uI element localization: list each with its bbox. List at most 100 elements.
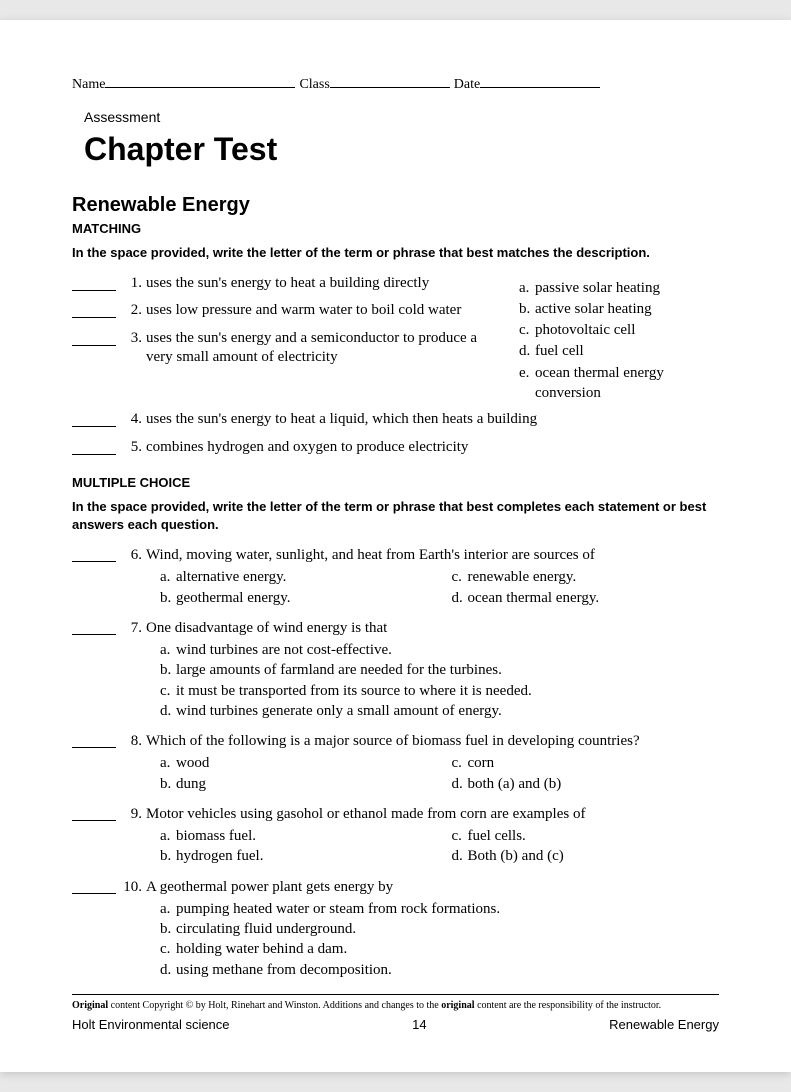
answer-blank[interactable] bbox=[72, 304, 116, 318]
matching-instructions: In the space provided, write the letter … bbox=[72, 244, 719, 262]
mc-option: d.both (a) and (b) bbox=[452, 774, 720, 794]
opt-letter: d. bbox=[519, 341, 535, 361]
opt-letter: a. bbox=[160, 826, 176, 846]
mc-question: 6.Wind, moving water, sunlight, and heat… bbox=[72, 545, 719, 608]
mc-body: Which of the following is a major source… bbox=[146, 731, 719, 794]
opt-letter: d. bbox=[160, 701, 176, 721]
opt-text: fuel cells. bbox=[468, 826, 526, 846]
opt-text: both (a) and (b) bbox=[468, 774, 562, 794]
chapter-title: Chapter Test bbox=[84, 131, 719, 168]
matching-q: 1. uses the sun's energy to heat a build… bbox=[72, 274, 487, 294]
mc-heading: MULTIPLE CHOICE bbox=[72, 475, 719, 490]
opt-letter: a. bbox=[160, 640, 176, 660]
name-blank[interactable] bbox=[105, 74, 295, 88]
opt-letter: b. bbox=[519, 299, 535, 319]
mc-option: c.renewable energy. bbox=[452, 567, 720, 587]
mc-options: a.alternative energy. c.renewable energy.… bbox=[146, 567, 719, 608]
q-number: 3. bbox=[122, 329, 142, 368]
answer-blank[interactable] bbox=[72, 413, 116, 427]
answer-blank[interactable] bbox=[72, 332, 116, 346]
topic-title: Renewable Energy bbox=[72, 194, 719, 217]
answer-blank[interactable] bbox=[72, 734, 116, 748]
mc-stem: One disadvantage of wind energy is that bbox=[146, 618, 719, 638]
mc-body: Motor vehicles using gasohol or ethanol … bbox=[146, 804, 719, 867]
opt-text: wind turbines are not cost-effective. bbox=[176, 640, 392, 660]
answer-blank[interactable] bbox=[72, 441, 116, 455]
opt-letter: e. bbox=[519, 363, 535, 404]
q-number: 4. bbox=[122, 410, 142, 430]
answer-blank[interactable] bbox=[72, 880, 116, 894]
footer-right: Renewable Energy bbox=[609, 1017, 719, 1032]
mc-question: 7.One disadvantage of wind energy is tha… bbox=[72, 618, 719, 721]
date-label: Date bbox=[454, 77, 480, 93]
mc-question: 9.Motor vehicles using gasohol or ethano… bbox=[72, 804, 719, 867]
match-option: c.photovoltaic cell bbox=[519, 320, 719, 340]
mc-option: d.using methane from decomposition. bbox=[160, 960, 719, 980]
opt-letter: c. bbox=[452, 826, 468, 846]
opt-text: active solar heating bbox=[535, 299, 719, 319]
matching-q: 5. combines hydrogen and oxygen to produ… bbox=[72, 438, 719, 458]
q-number: 1. bbox=[122, 274, 142, 294]
opt-text: hydrogen fuel. bbox=[176, 846, 263, 866]
q-text: uses low pressure and warm water to boil… bbox=[146, 301, 487, 321]
match-option: d.fuel cell bbox=[519, 341, 719, 361]
opt-letter: b. bbox=[160, 846, 176, 866]
opt-text: alternative energy. bbox=[176, 567, 286, 587]
opt-text: wind turbines generate only a small amou… bbox=[176, 701, 502, 721]
answer-blank[interactable] bbox=[72, 807, 116, 821]
opt-letter: a. bbox=[160, 753, 176, 773]
answer-blank[interactable] bbox=[72, 548, 116, 562]
match-option: b.active solar heating bbox=[519, 299, 719, 319]
mc-option: a.wood bbox=[160, 753, 428, 773]
mc-options: a.wind turbines are not cost-effective.b… bbox=[146, 640, 719, 721]
mc-stem: Which of the following is a major source… bbox=[146, 731, 719, 751]
match-option: a.passive solar heating bbox=[519, 278, 719, 298]
opt-letter: d. bbox=[452, 846, 468, 866]
q-text: combines hydrogen and oxygen to produce … bbox=[146, 438, 719, 458]
page-footer: Holt Environmental science 14 Renewable … bbox=[72, 1017, 719, 1032]
answer-blank[interactable] bbox=[72, 277, 116, 291]
mc-stem: Motor vehicles using gasohol or ethanol … bbox=[146, 804, 719, 824]
opt-letter: d. bbox=[452, 588, 468, 608]
mc-stem: Wind, moving water, sunlight, and heat f… bbox=[146, 545, 719, 565]
assessment-label: Assessment bbox=[84, 109, 719, 125]
mc-option: b.hydrogen fuel. bbox=[160, 846, 428, 866]
matching-heading: MATCHING bbox=[72, 221, 719, 236]
mc-body: One disadvantage of wind energy is thata… bbox=[146, 618, 719, 721]
opt-letter: b. bbox=[160, 660, 176, 680]
mc-options: a.biomass fuel.c.fuel cells.b.hydrogen f… bbox=[146, 826, 719, 867]
opt-text: it must be transported from its source t… bbox=[176, 681, 532, 701]
opt-letter: b. bbox=[160, 588, 176, 608]
opt-letter: a. bbox=[160, 567, 176, 587]
q-number: 6. bbox=[122, 545, 142, 608]
mc-question: 8.Which of the following is a major sour… bbox=[72, 731, 719, 794]
opt-letter: a. bbox=[160, 899, 176, 919]
footer-rule bbox=[72, 994, 719, 995]
matching-q: 2. uses low pressure and warm water to b… bbox=[72, 301, 487, 321]
opt-text: dung bbox=[176, 774, 206, 794]
matching-block: 1. uses the sun's energy to heat a build… bbox=[72, 274, 719, 405]
opt-text: pumping heated water or steam from rock … bbox=[176, 899, 500, 919]
mc-body: Wind, moving water, sunlight, and heat f… bbox=[146, 545, 719, 608]
copyright-line: Original content Copyright © by Holt, Ri… bbox=[72, 1000, 719, 1011]
opt-text: circulating fluid underground. bbox=[176, 919, 356, 939]
opt-letter: d. bbox=[452, 774, 468, 794]
opt-text: geothermal energy. bbox=[176, 588, 291, 608]
mc-option: b.geothermal energy. bbox=[160, 588, 428, 608]
opt-text: corn bbox=[468, 753, 495, 773]
opt-letter: c. bbox=[452, 567, 468, 587]
opt-text: passive solar heating bbox=[535, 278, 719, 298]
mc-body: A geothermal power plant gets energy bya… bbox=[146, 877, 719, 980]
mc-option: b.dung bbox=[160, 774, 428, 794]
q-text: uses the sun's energy to heat a building… bbox=[146, 274, 487, 294]
opt-text: ocean thermal energy conversion bbox=[535, 363, 719, 404]
class-blank[interactable] bbox=[330, 74, 450, 88]
mc-options: a.woodc.cornb.dungd.both (a) and (b) bbox=[146, 753, 719, 794]
q-number: 7. bbox=[122, 618, 142, 721]
date-blank[interactable] bbox=[480, 74, 600, 88]
opt-letter: c. bbox=[160, 939, 176, 959]
mc-question: 10.A geothermal power plant gets energy … bbox=[72, 877, 719, 980]
mc-option: d.ocean thermal energy. bbox=[452, 588, 720, 608]
answer-blank[interactable] bbox=[72, 621, 116, 635]
match-option: e.ocean thermal energy conversion bbox=[519, 363, 719, 404]
